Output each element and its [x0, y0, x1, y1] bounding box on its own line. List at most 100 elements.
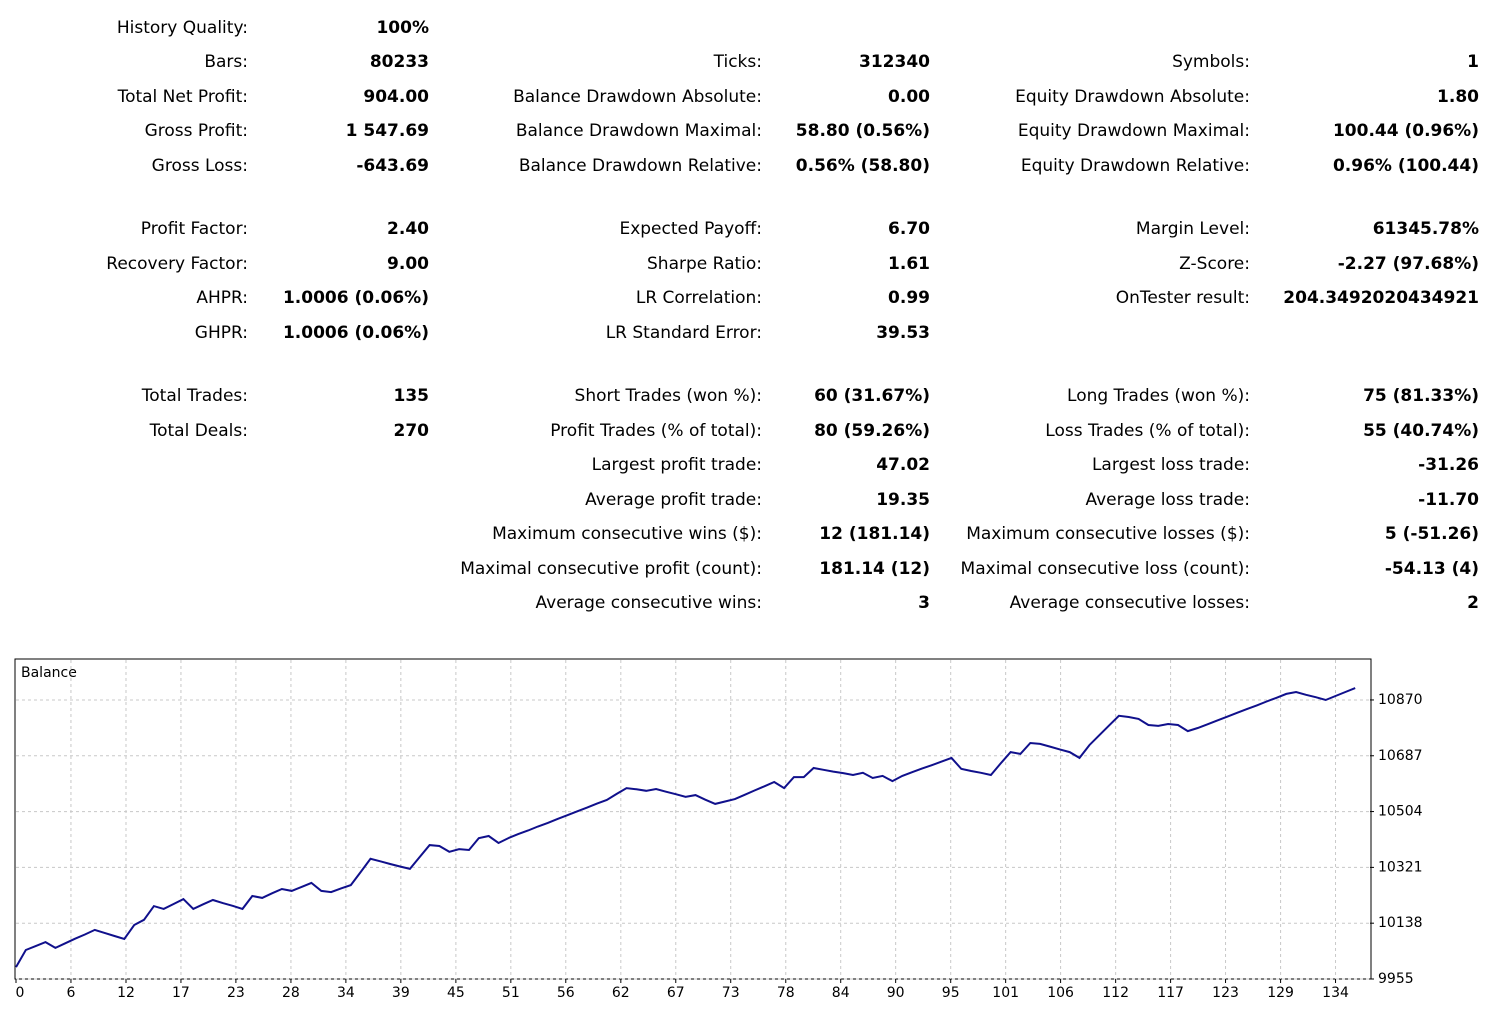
x-tick-label: 6 [66, 985, 75, 1001]
stat-value: 12 (181.14) [819, 524, 930, 544]
stat-label: Total Trades: [141, 386, 248, 406]
chart-frame [14, 658, 1372, 980]
stat-value: -643.69 [356, 156, 429, 176]
x-tick-label: 39 [392, 985, 410, 1001]
stat-label: Equity Drawdown Relative: [1021, 156, 1250, 176]
stat-label: Average consecutive wins: [536, 593, 762, 613]
x-tick-label: 84 [832, 985, 850, 1001]
x-tick-label: 23 [227, 985, 245, 1001]
stat-value: 80233 [370, 52, 429, 72]
stat-value: 181.14 (12) [819, 559, 930, 579]
x-tick-label: 78 [777, 985, 795, 1001]
stat-label: Z-Score: [1179, 254, 1250, 274]
x-tick-label: 28 [282, 985, 300, 1001]
x-tick-label: 90 [887, 985, 905, 1001]
stat-value: -31.26 [1418, 455, 1479, 475]
stat-value: 75 (81.33%) [1363, 386, 1479, 406]
y-tick-label: 9955 [1378, 971, 1414, 987]
stat-label: Equity Drawdown Maximal: [1018, 121, 1250, 141]
stat-label: AHPR: [196, 288, 248, 308]
x-tick-label: 123 [1212, 985, 1239, 1001]
stat-value: 135 [394, 386, 430, 406]
stat-value: 3 [918, 593, 930, 613]
y-tick-label: 10138 [1378, 915, 1423, 931]
stat-value: 61345.78% [1373, 219, 1479, 239]
x-tick-label: 0 [16, 985, 25, 1001]
x-tick-label: 106 [1047, 985, 1074, 1001]
stat-label: Recovery Factor: [106, 254, 248, 274]
x-tick-label: 117 [1157, 985, 1184, 1001]
x-tick-label: 134 [1322, 985, 1349, 1001]
stat-label: Maximal consecutive profit (count): [460, 559, 762, 579]
stat-value: 100.44 (0.96%) [1333, 121, 1479, 141]
stat-label: Profit Trades (% of total): [550, 421, 762, 441]
stat-label: Maximum consecutive wins ($): [492, 524, 762, 544]
stat-value: 5 (-51.26) [1385, 524, 1479, 544]
stat-label: Loss Trades (% of total): [1045, 421, 1250, 441]
stat-label: Balance Drawdown Absolute: [513, 87, 762, 107]
stat-label: Total Net Profit: [117, 87, 248, 107]
stat-label: LR Standard Error: [606, 323, 762, 343]
y-tick-label: 10504 [1378, 804, 1423, 820]
x-tick-label: 56 [557, 985, 575, 1001]
x-tick-label: 12 [117, 985, 135, 1001]
y-tick-label: 10870 [1378, 692, 1423, 708]
stat-value: 0.56% (58.80) [796, 156, 930, 176]
stat-value: 270 [394, 421, 430, 441]
stat-label: Ticks: [713, 52, 762, 72]
stat-label: Average loss trade: [1085, 490, 1250, 510]
x-tick-label: 112 [1102, 985, 1129, 1001]
stat-label: LR Correlation: [636, 288, 762, 308]
stat-label: Gross Loss: [152, 156, 248, 176]
stat-label: Margin Level: [1136, 219, 1250, 239]
balance-line [15, 687, 1356, 968]
stat-label: Expected Payoff: [619, 219, 762, 239]
x-tick-label: 34 [337, 985, 355, 1001]
stat-value: 55 (40.74%) [1363, 421, 1479, 441]
stat-value: 1 547.69 [346, 121, 429, 141]
stat-value: 1.0006 (0.06%) [283, 323, 429, 343]
x-tick-label: 45 [447, 985, 465, 1001]
stat-value: 47.02 [876, 455, 930, 475]
x-tick-label: 95 [942, 985, 960, 1001]
y-tick-label: 10321 [1378, 859, 1423, 875]
x-tick-label: 73 [722, 985, 740, 1001]
stat-label: Average profit trade: [585, 490, 762, 510]
x-tick-label: 17 [172, 985, 190, 1001]
x-tick-label: 129 [1267, 985, 1294, 1001]
stat-label: Bars: [204, 52, 248, 72]
stat-value: 0.00 [888, 87, 930, 107]
stat-label: Average consecutive losses: [1010, 593, 1250, 613]
stat-value: 60 (31.67%) [814, 386, 930, 406]
x-tick-label: 67 [667, 985, 685, 1001]
stat-label: Largest profit trade: [592, 455, 762, 475]
stat-label: OnTester result: [1116, 288, 1250, 308]
stat-value: 39.53 [876, 323, 930, 343]
stat-label: Maximum consecutive losses ($): [966, 524, 1250, 544]
stat-label: History Quality: [117, 18, 248, 38]
stat-value: 1.80 [1437, 87, 1479, 107]
y-tick-label: 10687 [1378, 748, 1423, 764]
x-tick-label: 51 [502, 985, 520, 1001]
stat-value: 204.3492020434921 [1283, 288, 1479, 308]
stat-value: 6.70 [888, 219, 930, 239]
stat-label: Equity Drawdown Absolute: [1015, 87, 1250, 107]
stat-value: 312340 [859, 52, 930, 72]
stat-value: 9.00 [387, 254, 429, 274]
stat-value: 0.99 [888, 288, 930, 308]
x-tick-label: 101 [992, 985, 1019, 1001]
stat-label: Balance Drawdown Maximal: [516, 121, 762, 141]
stat-value: 19.35 [876, 490, 930, 510]
stat-label: Total Deals: [149, 421, 248, 441]
stat-value: 80 (59.26%) [814, 421, 930, 441]
stat-label: Profit Factor: [141, 219, 248, 239]
stat-value: 58.80 (0.56%) [796, 121, 930, 141]
stat-label: Sharpe Ratio: [647, 254, 762, 274]
chart-title: Balance [21, 665, 77, 681]
stat-label: Short Trades (won %): [575, 386, 762, 406]
stat-label: GHPR: [195, 323, 248, 343]
stat-value: 904.00 [363, 87, 429, 107]
stat-value: 2.40 [387, 219, 429, 239]
